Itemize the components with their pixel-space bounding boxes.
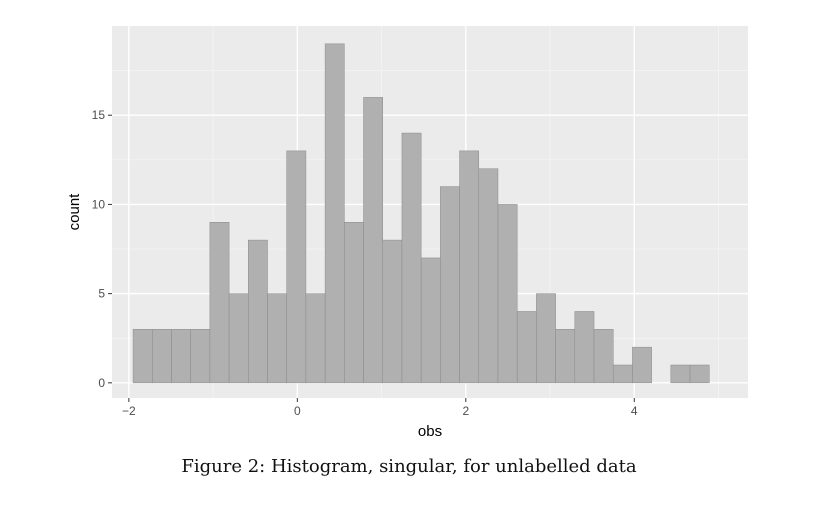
histogram-bar [286,150,307,384]
histogram-bar [574,311,595,384]
y-axis-title: count [66,193,83,231]
y-tick-label: 10 [92,197,106,211]
histogram-bar [267,293,287,384]
histogram-bar [152,329,172,384]
histogram-bar [344,222,364,384]
x-tick-label: 2 [462,404,469,418]
x-axis: −2 0 2 4 [122,398,638,418]
histogram-bars [132,43,710,384]
histogram-bar [536,293,556,384]
x-tick-label: 0 [294,404,301,418]
histogram-bar [324,43,345,384]
y-axis: 0 5 10 15 [92,108,112,390]
histogram-bar [190,329,211,384]
histogram-bar [459,150,480,384]
histogram-bar [420,257,441,384]
x-tick-label: 4 [631,404,638,418]
figure-caption: Figure 2: Histogram, singular, for unlab… [181,456,637,477]
histogram-bar [228,293,249,384]
histogram-bar [132,329,153,384]
histogram-bar [612,364,633,384]
histogram-bar [555,329,576,384]
histogram-bar [593,329,614,384]
y-tick-label: 5 [98,287,105,301]
histogram-bar [382,239,403,384]
histogram-bar [440,186,460,384]
histogram-bar [209,222,230,384]
histogram-bar [363,97,383,384]
histogram-bar [516,311,537,384]
histogram-bar [670,364,691,384]
histogram-bar [478,168,499,384]
y-tick-label: 15 [92,108,106,122]
x-axis-title: obs [418,423,442,440]
histogram-bar [248,239,268,384]
histogram-bar [497,204,518,384]
x-tick-label: −2 [122,404,136,418]
histogram-bar [171,329,191,384]
histogram-bar [401,132,422,384]
histogram-bar [632,346,652,384]
histogram-bar [689,364,710,384]
y-tick-label: 0 [98,376,105,390]
histogram-chart: 0 5 10 15 −2 0 2 4 obs count [66,26,748,440]
histogram-bar [305,293,326,384]
